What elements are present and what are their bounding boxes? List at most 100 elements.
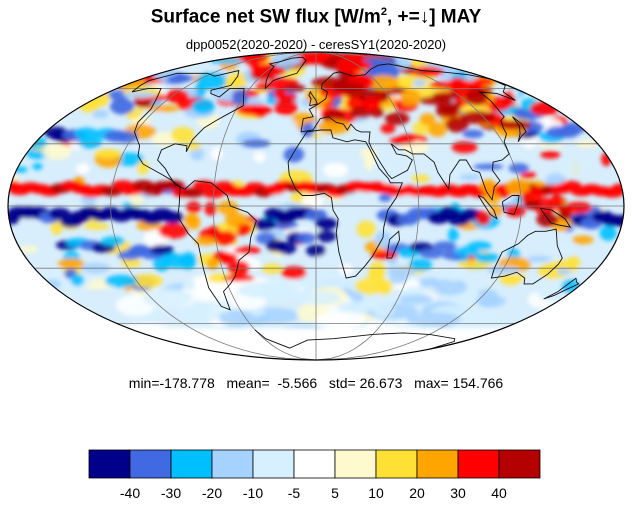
anomaly-patch — [389, 272, 408, 284]
stat-max-value: 154.766 — [452, 375, 504, 391]
colorbar-tick-label: -20 — [202, 485, 222, 501]
stat-min-value: -178.778 — [159, 375, 215, 391]
anomaly-patch — [137, 160, 149, 175]
anomaly-patch — [182, 187, 205, 198]
anomaly-patch — [419, 277, 441, 287]
anomaly-patch — [276, 242, 297, 255]
anomaly-patch — [462, 129, 484, 139]
anomaly-patch — [419, 113, 436, 126]
anomaly-patch — [217, 252, 238, 265]
anomaly-patch — [399, 88, 421, 106]
anomaly-patch — [459, 110, 496, 124]
anomaly-patch — [599, 225, 617, 241]
anomaly-patch — [380, 123, 396, 134]
colorbar-box — [170, 449, 213, 479]
anomaly-patch — [296, 231, 316, 244]
anomaly-patch — [483, 192, 500, 205]
anomaly-patch — [565, 201, 592, 214]
anomaly-patch — [476, 210, 491, 226]
anomaly-patch — [458, 208, 481, 221]
coastlines — [131, 56, 580, 350]
anomaly-patch — [183, 278, 196, 290]
anomaly-patch — [19, 245, 39, 254]
anomaly-patch — [261, 263, 283, 274]
coastline — [477, 195, 498, 220]
anomaly-patch — [419, 248, 444, 259]
coastline — [131, 69, 245, 188]
anomaly-patch — [75, 163, 90, 175]
longitude-line — [212, 51, 317, 361]
anomaly-patch — [316, 271, 362, 289]
anomaly-patch — [506, 178, 530, 196]
anomaly-patch — [526, 255, 552, 263]
colorbar-box — [88, 449, 131, 479]
anomaly-patch — [372, 299, 395, 318]
anomaly-patch — [560, 160, 594, 171]
anomaly-patch — [473, 163, 504, 170]
anomaly-patch — [370, 57, 404, 74]
colorbar-tick-label: 40 — [491, 485, 507, 501]
coastline — [177, 180, 257, 311]
coastline — [300, 63, 516, 201]
colorbar-box — [252, 449, 295, 479]
anomaly-patch — [149, 244, 174, 255]
anomaly-patch — [317, 119, 351, 135]
anomaly-patch — [474, 252, 499, 263]
anomaly-patch — [431, 91, 459, 101]
anomaly-patch — [171, 126, 195, 144]
anomaly-patch — [274, 99, 298, 116]
anomaly-patch — [158, 223, 188, 239]
anomaly-patch — [123, 91, 158, 99]
anomaly-patch — [253, 151, 266, 163]
anomaly-patch — [281, 266, 307, 280]
anomaly-patch — [270, 221, 299, 230]
coastline — [512, 116, 527, 143]
anomaly-patch — [322, 162, 349, 178]
colorbar-box — [211, 449, 254, 479]
title-text: Surface net SW flux [W/m — [150, 6, 381, 28]
anomaly-patch — [556, 267, 571, 276]
colorbar-tick-label: 30 — [450, 485, 466, 501]
anomaly-patch — [467, 241, 492, 252]
colorbar-tick-label: -40 — [120, 485, 140, 501]
anomaly-patch — [191, 98, 215, 115]
anomaly-patch — [70, 273, 85, 287]
coastline — [254, 329, 456, 350]
anomaly-patch — [368, 266, 385, 281]
colorbar-tick-label: 20 — [409, 485, 425, 501]
anomaly-patch — [410, 66, 445, 77]
anomaly-patch — [77, 136, 102, 149]
anomaly-patch — [411, 174, 430, 183]
stat-mean-label: mean= — [226, 375, 270, 391]
anomaly-patch — [371, 161, 401, 172]
stat-std-label: std= — [328, 375, 356, 391]
anomaly-patch — [208, 225, 221, 239]
coastline — [386, 230, 400, 259]
anomaly-patch — [206, 257, 219, 271]
plot-subtitle: dpp0052(2020-2020) - ceresSY1(2020-2020) — [185, 37, 447, 52]
anomaly-patch — [376, 278, 393, 296]
anomaly-patch — [114, 131, 139, 143]
longitude-line — [315, 51, 522, 361]
anomaly-patch — [294, 290, 341, 306]
colorbar-box — [375, 449, 418, 479]
anomaly-patch — [207, 273, 232, 283]
anomaly-patch — [247, 63, 276, 70]
anomaly-patch — [42, 143, 72, 160]
coastline — [501, 195, 520, 215]
colorbar-tick-label: -10 — [243, 485, 263, 501]
anomaly-patch — [146, 105, 180, 112]
anomaly-patch — [489, 204, 503, 217]
coastline — [543, 277, 580, 300]
anomaly-patch — [104, 274, 138, 288]
colorbar-tick-label: 10 — [368, 485, 384, 501]
colorbar-box — [498, 449, 541, 479]
coastline — [539, 207, 572, 228]
anomaly-patch — [166, 89, 190, 104]
anomaly-patch — [254, 218, 276, 231]
anomaly-patch — [367, 74, 399, 91]
anomaly-patch — [384, 111, 410, 126]
colorbar-box — [416, 449, 459, 479]
coastline — [308, 90, 318, 107]
